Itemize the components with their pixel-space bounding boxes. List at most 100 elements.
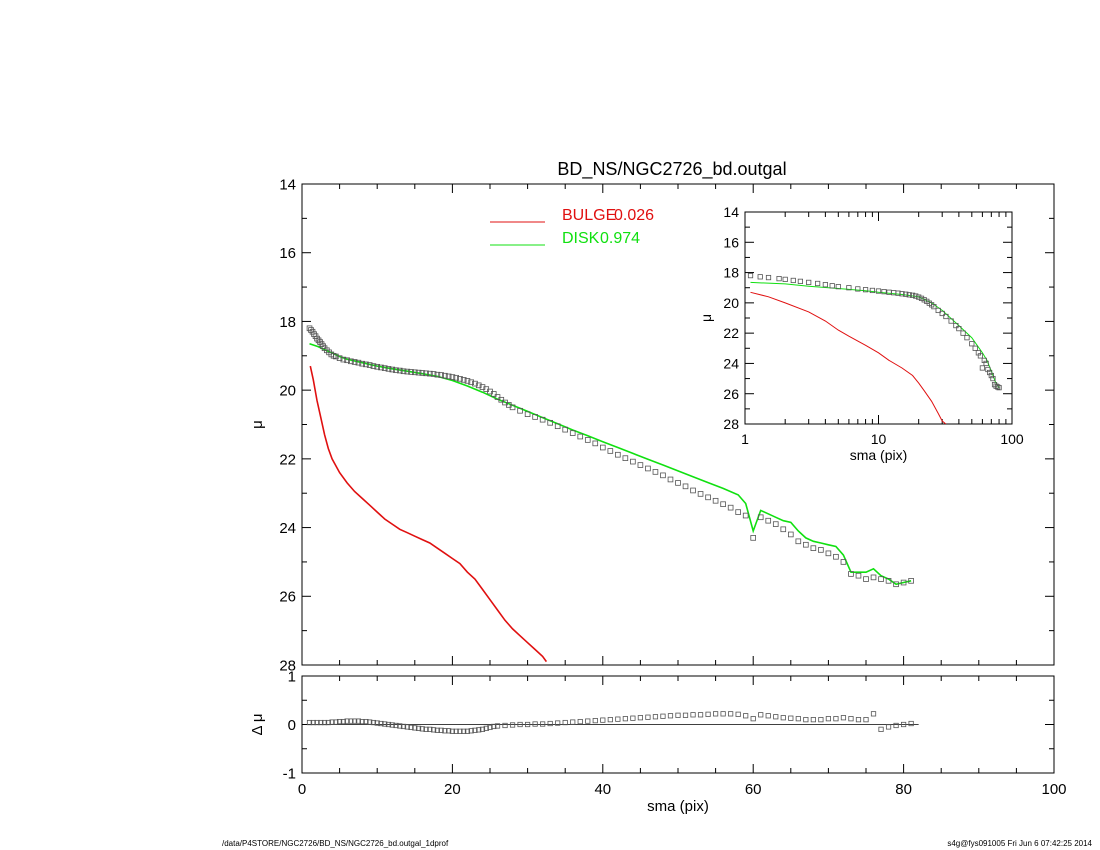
data-point — [652, 469, 659, 475]
data-point — [554, 423, 561, 430]
data-point — [381, 365, 388, 371]
data-point — [765, 713, 771, 719]
data-point — [351, 359, 358, 365]
data-point — [555, 720, 561, 726]
data-point — [502, 722, 508, 729]
data-point — [903, 291, 909, 297]
data-point — [457, 376, 463, 382]
data-point — [415, 369, 422, 376]
data-point — [524, 411, 531, 417]
y-tick-label: 20 — [279, 383, 296, 400]
data-point — [490, 391, 497, 397]
data-point — [359, 360, 365, 367]
data-point — [908, 578, 914, 584]
data-point — [935, 307, 941, 314]
data-point — [780, 715, 786, 721]
data-point — [758, 712, 764, 718]
data-point — [509, 404, 516, 411]
data-point — [985, 366, 991, 373]
data-point — [400, 723, 407, 730]
data-point — [810, 717, 816, 723]
data-point — [389, 722, 395, 728]
data-point — [321, 719, 328, 726]
data-point — [960, 330, 966, 336]
data-point — [438, 372, 444, 378]
data-point — [453, 374, 459, 381]
data-point — [355, 718, 362, 724]
data-point — [408, 369, 414, 375]
x-tick-label: 100 — [1000, 431, 1024, 447]
data-point — [682, 483, 689, 490]
data-point — [472, 380, 478, 387]
data-point — [757, 514, 764, 521]
data-point — [562, 719, 568, 726]
inset-series-line-0 — [750, 291, 947, 424]
data-point — [829, 283, 835, 289]
y-tick-label: 14 — [723, 204, 739, 220]
x-tick-label: 20 — [444, 781, 461, 798]
x-tick-label: 40 — [594, 781, 611, 798]
data-point — [994, 384, 1001, 390]
data-point — [983, 360, 989, 367]
data-point — [690, 487, 696, 494]
data-point — [747, 272, 754, 279]
data-point — [848, 571, 854, 577]
data-point — [667, 713, 674, 719]
data-point — [318, 719, 324, 726]
main-series-line-bulge — [309, 365, 548, 663]
data-point — [869, 287, 875, 294]
data-point — [525, 721, 531, 728]
data-point — [637, 462, 644, 468]
data-point — [308, 327, 314, 333]
data-point — [363, 718, 369, 725]
data-point — [893, 581, 899, 588]
data-point — [825, 716, 832, 722]
data-point — [713, 711, 719, 717]
data-point — [397, 723, 403, 729]
data-point — [979, 365, 985, 371]
data-point — [848, 716, 854, 722]
data-point — [870, 574, 877, 581]
data-point — [547, 720, 553, 727]
data-point — [622, 455, 629, 461]
data-point — [592, 440, 599, 447]
data-point — [964, 335, 970, 341]
data-point — [908, 720, 914, 727]
data-point — [600, 444, 606, 451]
y-tick-label: 20 — [723, 295, 739, 311]
data-point — [438, 727, 444, 733]
y-tick-label: 18 — [279, 314, 296, 331]
data-point — [765, 517, 772, 524]
data-point — [900, 579, 907, 586]
data-point — [333, 719, 339, 725]
data-point — [423, 726, 429, 732]
data-point — [803, 541, 809, 548]
data-point — [782, 276, 788, 282]
data-point — [705, 711, 711, 717]
data-point — [818, 717, 824, 723]
data-point — [863, 576, 869, 582]
data-point — [795, 716, 801, 722]
inset-series-group — [747, 272, 1002, 424]
data-point — [913, 293, 919, 299]
y-tick-label: -1 — [283, 765, 296, 782]
data-point — [374, 363, 380, 370]
data-point — [630, 715, 636, 721]
data-point — [705, 494, 711, 501]
data-point — [419, 370, 426, 376]
data-point — [956, 325, 962, 332]
data-point — [491, 723, 497, 730]
data-point — [797, 278, 803, 284]
data-point — [329, 719, 335, 725]
data-point — [645, 714, 651, 720]
data-point — [336, 355, 343, 361]
data-point — [475, 382, 482, 389]
data-point — [464, 378, 471, 384]
data-point — [562, 426, 568, 433]
y-tick-label: 24 — [279, 520, 296, 537]
data-point — [412, 725, 418, 731]
data-point — [803, 717, 809, 723]
data-point — [336, 718, 343, 725]
data-point — [487, 724, 493, 731]
